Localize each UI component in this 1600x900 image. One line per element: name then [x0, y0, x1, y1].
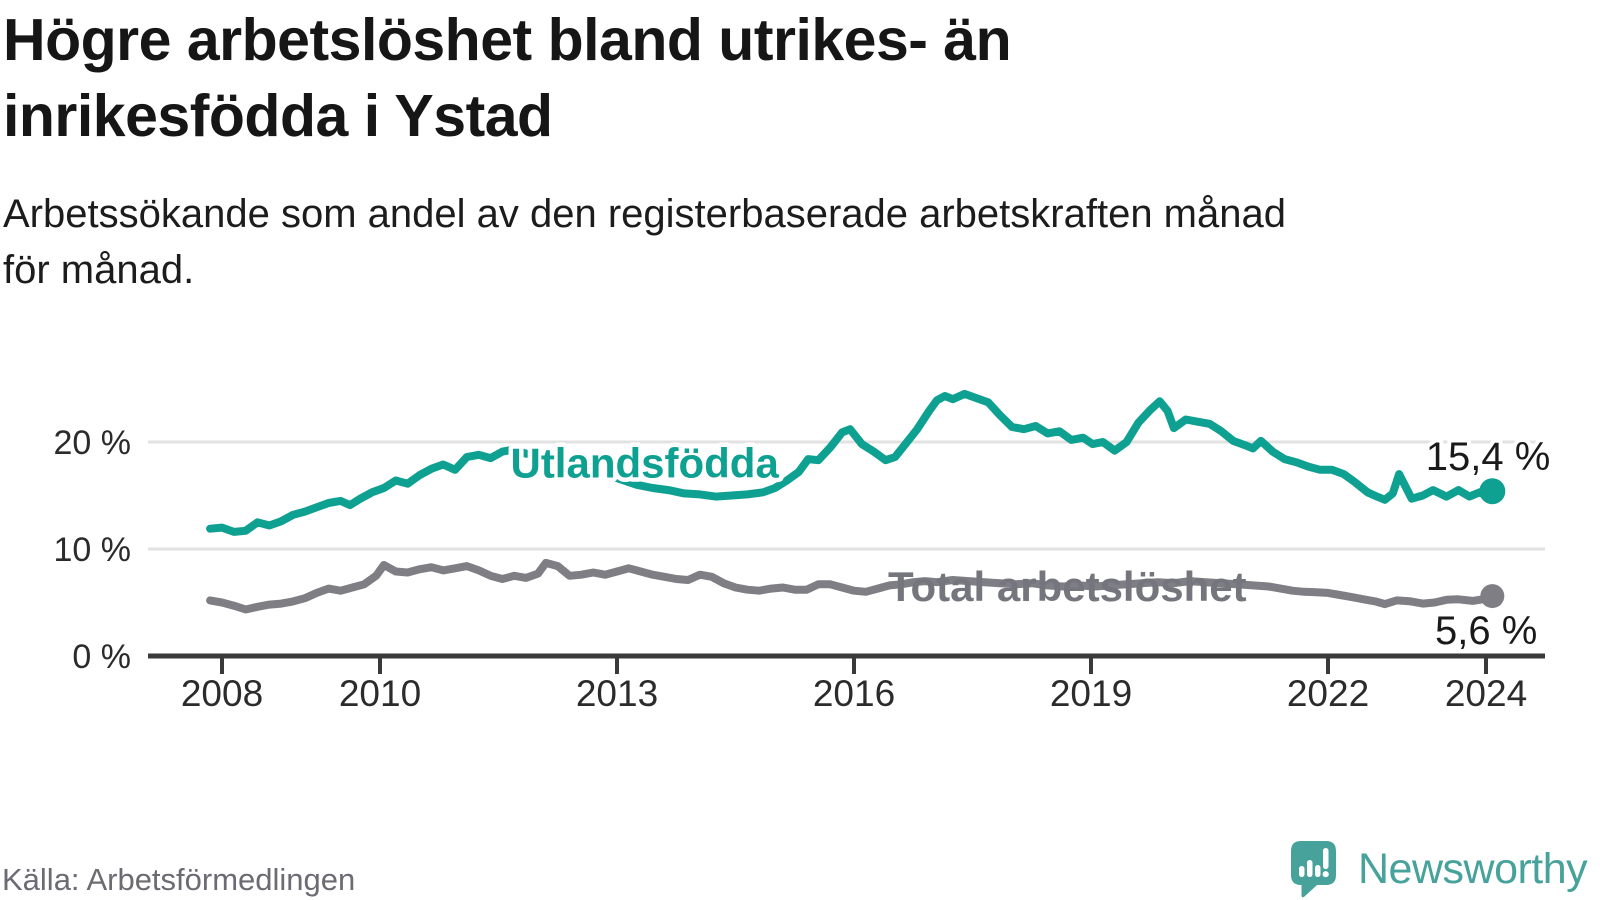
page-subtitle: Arbetssökande som andel av den registerb… — [3, 186, 1286, 298]
page-subtitle-line-1: Arbetssökande som andel av den registerb… — [3, 192, 1286, 236]
x-axis-tick-label: 2008 — [181, 673, 263, 714]
newsworthy-logo-icon — [1291, 841, 1336, 898]
page-title-line-1: Högre arbetslöshet bland utrikes- än — [3, 7, 1012, 73]
x-axis-tick-label: 2024 — [1445, 673, 1527, 714]
source-note: Källa: Arbetsförmedlingen — [2, 862, 356, 897]
x-axis-tick-label: 2019 — [1050, 673, 1132, 714]
series-end-dot-utlandsfodda — [1479, 478, 1506, 505]
newsworthy-brand: Newsworthy — [1290, 838, 1588, 900]
series-line-utlandsfodda — [206, 389, 1497, 536]
x-axis-tick-label: 2010 — [339, 673, 421, 714]
series-end-value-utlandsfodda: 15,4 % — [1426, 435, 1551, 479]
page-title-line-2: inrikesfödda i Ystad — [3, 83, 553, 149]
y-axis-tick-label: 10 % — [54, 531, 132, 569]
y-axis-tick-label: 20 % — [54, 424, 132, 462]
series-line-total — [206, 558, 1497, 614]
series-end-value-total: 5,6 % — [1435, 609, 1537, 653]
x-axis-tick-label: 2013 — [576, 673, 658, 714]
page-subtitle-line-2: för månad. — [3, 248, 195, 292]
series-label-total: Total arbetslöshet — [888, 563, 1247, 610]
brand-name: Newsworthy — [1358, 844, 1588, 893]
page-title: Högre arbetslöshet bland utrikes- än inr… — [3, 2, 1012, 154]
series-label-utlandsfodda: Utlandsfödda — [510, 439, 779, 486]
x-axis-tick-label: 2016 — [813, 673, 895, 714]
y-axis-tick-label: 0 % — [72, 638, 131, 676]
x-axis-tick-label: 2022 — [1287, 673, 1369, 714]
series-end-dot-total — [1480, 584, 1505, 609]
